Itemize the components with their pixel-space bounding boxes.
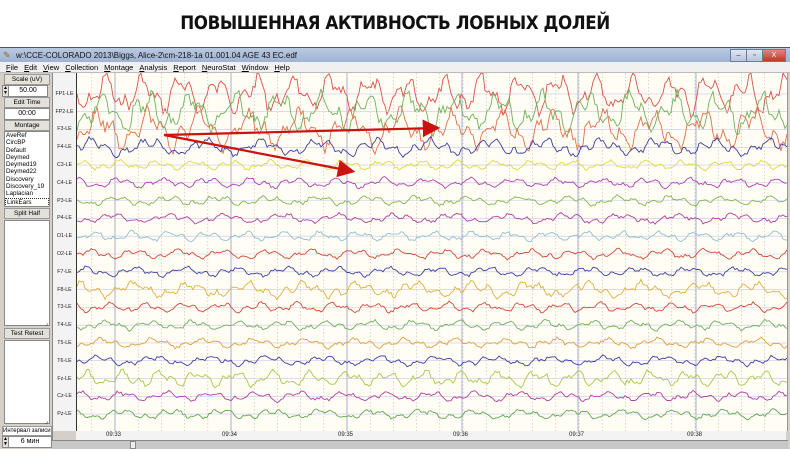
waveform-fp1-le	[77, 73, 787, 120]
control-panel: Scale (uV) ▲ ▼ 50.00 Edit Time 00:00 Mont…	[0, 73, 53, 449]
menu-montage[interactable]: Montage	[104, 62, 134, 72]
waveform-c4-le	[77, 176, 787, 190]
close-button[interactable]: X	[762, 49, 786, 62]
menu-bar: File Edit View Collection Montage Analys…	[0, 62, 790, 73]
montage-option[interactable]: Discovery_19	[6, 183, 45, 191]
montage-option[interactable]: CircBP	[6, 139, 26, 147]
channel-label: T5-LE	[57, 339, 72, 346]
channel-label: T4-LE	[57, 322, 72, 329]
time-tick-label: 09:33	[106, 432, 122, 438]
page-headline: ПОВЫШЕННАЯ АКТИВНОСТЬ ЛОБНЫХ ДОЛЕЙ	[180, 12, 610, 34]
scale-label: Scale (uV)	[4, 74, 50, 85]
record-interval-label: Интервал записи	[2, 426, 52, 436]
channel-label: T6-LE	[57, 357, 72, 364]
app-icon: ✎	[3, 50, 11, 60]
window-title: w:\CCE-COLORADO 2013\Biggs, Alice-2\cm-2…	[16, 50, 298, 60]
waveform-t3-le	[77, 300, 787, 314]
maximize-button[interactable]: ▫	[746, 49, 763, 62]
channel-label: C3-LE	[56, 162, 72, 169]
time-tick-label: 09:36	[453, 432, 469, 438]
time-tick-label: 09:37	[569, 432, 585, 438]
montage-list[interactable]: AveRef CircBP Default Deymed Deymed19 De…	[4, 131, 50, 207]
channel-label: C4-LE	[56, 179, 72, 186]
test-retest-button[interactable]: Test Retest	[4, 328, 50, 339]
edit-time-input[interactable]: 00:00	[4, 108, 50, 120]
waveform-o2-le	[77, 247, 787, 261]
montage-option[interactable]: Default	[6, 146, 26, 154]
montage-option-selected[interactable]: LinkEars	[5, 197, 49, 206]
menu-view[interactable]: View	[43, 62, 60, 72]
channel-label: Cz-LE	[57, 393, 72, 400]
split-half-button[interactable]: Split Half	[4, 208, 50, 219]
waveform-t4-le	[77, 318, 787, 332]
title-bar: ✎ w:\CCE-COLORADO 2013\Biggs, Alice-2\cm…	[0, 48, 790, 62]
channel-label: F3-LE	[57, 126, 72, 133]
window-controls: – ▫ X	[730, 49, 786, 62]
waveform-fz-le	[77, 368, 787, 389]
montage-label: Montage	[4, 120, 50, 131]
channel-label: FP2-LE	[55, 108, 74, 115]
split-half-list[interactable]	[4, 220, 50, 327]
menu-edit[interactable]: Edit	[24, 62, 38, 72]
montage-option[interactable]: Deymed	[6, 153, 30, 161]
waveform-cz-le	[77, 389, 787, 404]
scale-input[interactable]: 50.00	[8, 85, 48, 97]
menu-neurostat[interactable]: NeuroStat	[201, 62, 236, 72]
channel-label: FP1-LE	[55, 90, 74, 97]
montage-option[interactable]: AveRef	[6, 132, 27, 139]
menu-collection[interactable]: Collection	[65, 62, 99, 72]
waveform-t6-le	[77, 354, 787, 368]
channel-label: F7-LE	[57, 268, 72, 275]
edit-time-button[interactable]: Edit Time	[4, 97, 50, 108]
channel-label-column: FP1-LE FP2-LE F3-LE F4-LE C3-LE C4-LE P3-LE P4-…	[53, 73, 76, 431]
waveform-f8-le	[77, 278, 787, 301]
eeg-waveforms	[77, 73, 787, 431]
channel-label: F4-LE	[57, 144, 72, 151]
test-retest-list[interactable]	[4, 340, 50, 425]
waveform-t5-le	[77, 336, 787, 350]
menu-help[interactable]: Help	[274, 62, 290, 72]
montage-option[interactable]: Laplacian	[6, 190, 33, 198]
waveform-pz-le	[77, 408, 787, 421]
time-tick-label: 09:38	[687, 432, 703, 438]
record-interval-input[interactable]: 6 мин	[8, 436, 52, 448]
time-axis: 09:33 09:34 09:35 09:36 09:37 09:38	[76, 431, 786, 440]
montage-option[interactable]: Discovery	[6, 175, 34, 183]
menu-report[interactable]: Report	[173, 62, 196, 72]
montage-option[interactable]: Deymed22	[6, 168, 37, 176]
neuroguide-window: ✎ w:\CCE-COLORADO 2013\Biggs, Alice-2\cm…	[0, 47, 790, 449]
menu-window[interactable]: Window	[241, 62, 269, 72]
minimize-button[interactable]: –	[730, 49, 747, 62]
time-tick-label: 09:35	[338, 432, 354, 438]
waveform-f4-le	[77, 135, 787, 159]
channel-label: O2-LE	[56, 251, 73, 257]
waveform-p4-le	[77, 211, 787, 225]
eeg-plot[interactable]	[76, 73, 788, 431]
waveform-c3-le	[77, 158, 787, 172]
channel-label: O1-LE	[56, 233, 73, 240]
channel-label: P3-LE	[57, 197, 72, 204]
menu-file[interactable]: File	[6, 62, 19, 72]
time-tick-label: 09:34	[222, 432, 238, 438]
montage-option[interactable]: Deymed19	[6, 161, 37, 169]
channel-label: P4-LE	[57, 215, 72, 222]
waveform-p3-le	[77, 193, 787, 207]
channel-label: Pz-LE	[57, 411, 72, 418]
annotation-arrow	[163, 133, 356, 178]
waveform-f7-le	[77, 265, 787, 279]
menu-analysis[interactable]: Analysis	[139, 62, 168, 72]
channel-label: T3-LE	[57, 304, 72, 311]
annotation-arrow	[163, 119, 441, 138]
channel-label: Fz-LE	[57, 375, 72, 382]
channel-label: F8-LE	[57, 286, 72, 293]
waveform-o1-le	[77, 229, 787, 243]
